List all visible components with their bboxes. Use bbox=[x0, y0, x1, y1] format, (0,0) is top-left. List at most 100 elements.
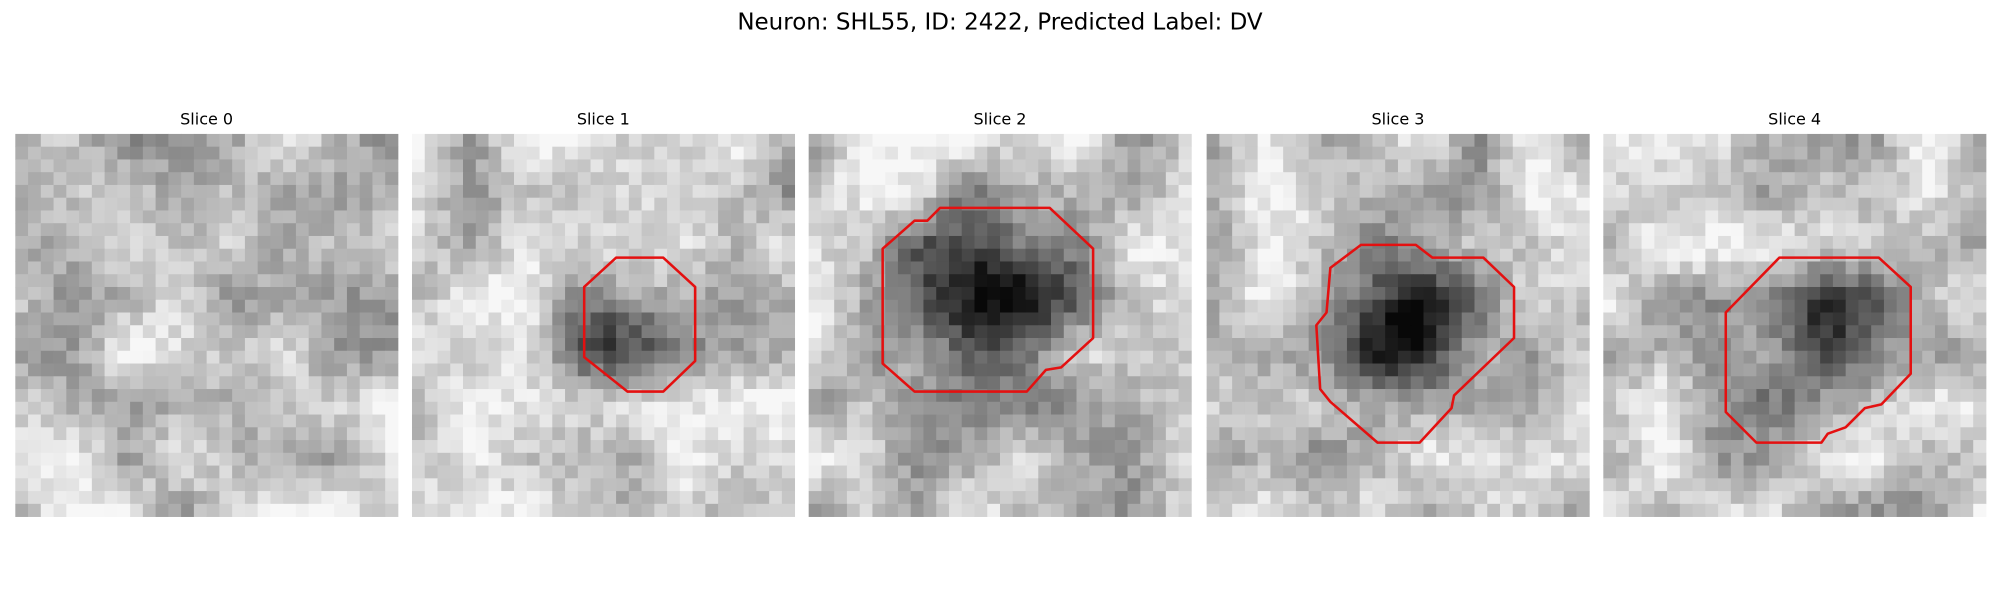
pixel bbox=[590, 235, 604, 250]
pixel bbox=[1257, 235, 1271, 250]
pixel bbox=[923, 350, 937, 364]
pixel bbox=[1165, 248, 1179, 262]
pixel bbox=[1820, 172, 1834, 186]
pixel bbox=[1896, 440, 1910, 454]
pixel bbox=[756, 312, 770, 326]
pixel bbox=[463, 235, 477, 250]
pixel bbox=[1563, 440, 1577, 454]
pixel bbox=[1397, 248, 1412, 262]
pixel bbox=[1781, 133, 1796, 148]
pixel bbox=[1616, 350, 1630, 364]
pixel bbox=[1654, 427, 1668, 441]
pixel bbox=[359, 325, 373, 339]
pixel bbox=[679, 146, 693, 160]
pixel bbox=[1667, 184, 1681, 199]
pixel bbox=[730, 440, 745, 454]
pixel bbox=[219, 401, 233, 415]
pixel bbox=[1283, 223, 1297, 237]
pixel bbox=[1794, 133, 1808, 148]
pixel bbox=[667, 133, 681, 148]
pixel bbox=[1603, 452, 1617, 466]
pixel bbox=[1845, 325, 1859, 339]
pixel bbox=[53, 172, 67, 186]
pixel bbox=[628, 197, 642, 211]
pixel bbox=[308, 414, 322, 428]
pixel bbox=[385, 478, 399, 492]
pixel bbox=[385, 401, 399, 415]
pixel bbox=[283, 159, 297, 173]
pixel bbox=[1308, 503, 1322, 517]
pixel bbox=[1423, 401, 1437, 415]
pixel bbox=[1679, 286, 1693, 301]
pixel bbox=[1654, 414, 1668, 428]
pixel bbox=[565, 286, 579, 301]
pixel bbox=[142, 248, 156, 262]
pixel bbox=[142, 274, 156, 288]
pixel bbox=[872, 478, 886, 492]
pixel bbox=[654, 235, 668, 250]
pixel bbox=[692, 414, 706, 428]
pixel bbox=[1140, 210, 1154, 224]
pixel bbox=[1538, 478, 1552, 492]
pixel bbox=[1641, 261, 1655, 275]
pixel bbox=[692, 363, 706, 377]
pixel bbox=[104, 133, 118, 148]
pixel bbox=[1781, 146, 1796, 160]
pixel bbox=[539, 452, 553, 466]
pixel bbox=[705, 159, 719, 173]
pixel bbox=[372, 184, 386, 199]
panel-title: Slice 1 bbox=[577, 110, 630, 129]
pixel bbox=[1000, 146, 1014, 160]
pixel bbox=[781, 146, 796, 160]
pixel bbox=[730, 503, 745, 517]
pixel bbox=[346, 389, 361, 403]
pixel bbox=[859, 184, 873, 199]
pixel bbox=[1576, 414, 1590, 428]
pixel bbox=[1232, 452, 1246, 466]
pixel bbox=[1321, 389, 1335, 403]
pixel bbox=[53, 389, 67, 403]
pixel bbox=[1563, 478, 1577, 492]
pixel bbox=[897, 286, 912, 301]
pixel bbox=[1063, 172, 1077, 186]
pixel bbox=[1461, 440, 1475, 454]
pixel bbox=[1423, 427, 1437, 441]
pixel bbox=[168, 440, 182, 454]
pixel bbox=[308, 299, 322, 313]
pixel bbox=[1487, 376, 1501, 390]
pixel bbox=[1076, 414, 1090, 428]
pixel bbox=[1461, 427, 1475, 441]
pixel bbox=[1206, 210, 1220, 224]
pixel bbox=[910, 133, 924, 148]
pixel bbox=[1896, 350, 1910, 364]
pixel bbox=[897, 350, 912, 364]
pixel bbox=[53, 350, 67, 364]
pixel bbox=[15, 312, 29, 326]
pixel bbox=[1359, 172, 1373, 186]
pixel bbox=[1487, 274, 1501, 288]
pixel bbox=[1692, 159, 1706, 173]
pixel bbox=[1538, 133, 1552, 148]
pixel bbox=[936, 452, 950, 466]
pixel bbox=[1512, 452, 1526, 466]
pixel bbox=[641, 503, 655, 517]
pixel bbox=[821, 376, 835, 390]
pixel bbox=[155, 491, 169, 505]
pixel bbox=[1487, 503, 1501, 517]
pixel bbox=[1538, 235, 1552, 250]
pixel bbox=[781, 299, 796, 313]
pixel bbox=[1947, 184, 1961, 199]
pixel bbox=[654, 159, 668, 173]
pixel bbox=[181, 235, 195, 250]
pixel bbox=[641, 376, 655, 390]
pixel bbox=[168, 223, 182, 237]
pixel bbox=[79, 440, 93, 454]
pixel bbox=[424, 235, 438, 250]
pixel bbox=[219, 325, 233, 339]
pixel bbox=[628, 133, 642, 148]
pixel bbox=[552, 299, 566, 313]
pixel bbox=[488, 197, 502, 211]
pixel bbox=[1153, 146, 1167, 160]
pixel bbox=[923, 427, 937, 441]
pixel bbox=[1616, 274, 1630, 288]
